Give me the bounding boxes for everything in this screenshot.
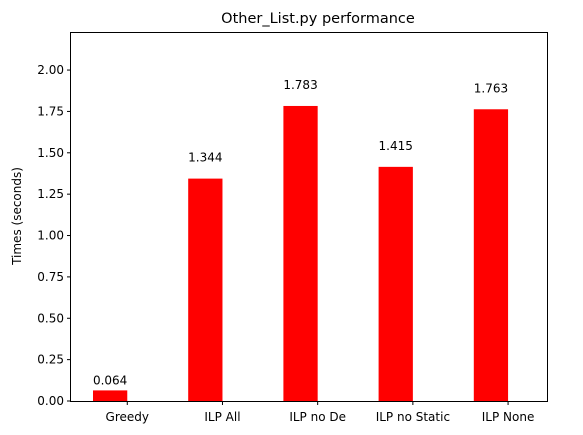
- plot-frame: [70, 32, 548, 402]
- x-axis: Greedy ILP All ILP no De ILP no Static ILP N…: [106, 401, 535, 424]
- y-tick-label: 1.50: [37, 146, 64, 160]
- bar-ilp-no-de: [283, 105, 318, 402]
- y-tick-label: 0.50: [37, 311, 64, 325]
- y-axis-label: Times (seconds): [10, 167, 24, 266]
- y-tick-label: 0.75: [37, 270, 64, 284]
- bar-ilp-all: [188, 178, 223, 401]
- value-label: 1.783: [283, 78, 317, 92]
- y-tick-label: 1.25: [37, 187, 64, 201]
- y-tick-label: 0.00: [37, 394, 64, 408]
- value-label: 1.763: [474, 81, 508, 95]
- x-tick-label: ILP All: [204, 410, 240, 424]
- bar-greedy: [93, 390, 128, 401]
- y-tick-label: 1.75: [37, 104, 64, 118]
- x-tick-label: ILP no Static: [376, 410, 450, 424]
- y-tick-label: 2.00: [37, 63, 64, 77]
- chart-title: Other_List.py performance: [221, 11, 415, 27]
- x-tick-label: Greedy: [106, 410, 149, 424]
- bars: [93, 105, 509, 402]
- value-label: 1.344: [188, 151, 222, 165]
- value-labels: 0.064 1.344 1.783 1.415 1.763: [93, 78, 508, 387]
- x-tick-label: ILP no De: [289, 410, 346, 424]
- bar-ilp-none: [473, 109, 509, 401]
- x-tick-label: ILP None: [482, 410, 535, 424]
- y-tick-label: 1.00: [37, 229, 64, 243]
- y-tick-label: 0.25: [37, 353, 64, 367]
- value-label: 1.415: [379, 139, 413, 153]
- value-label: 0.064: [93, 373, 127, 387]
- bar-ilp-no-static: [378, 166, 413, 401]
- y-axis: 0.00 0.25 0.50 0.75 1.00 1.25 1.50 1.75 2.00: [37, 63, 71, 408]
